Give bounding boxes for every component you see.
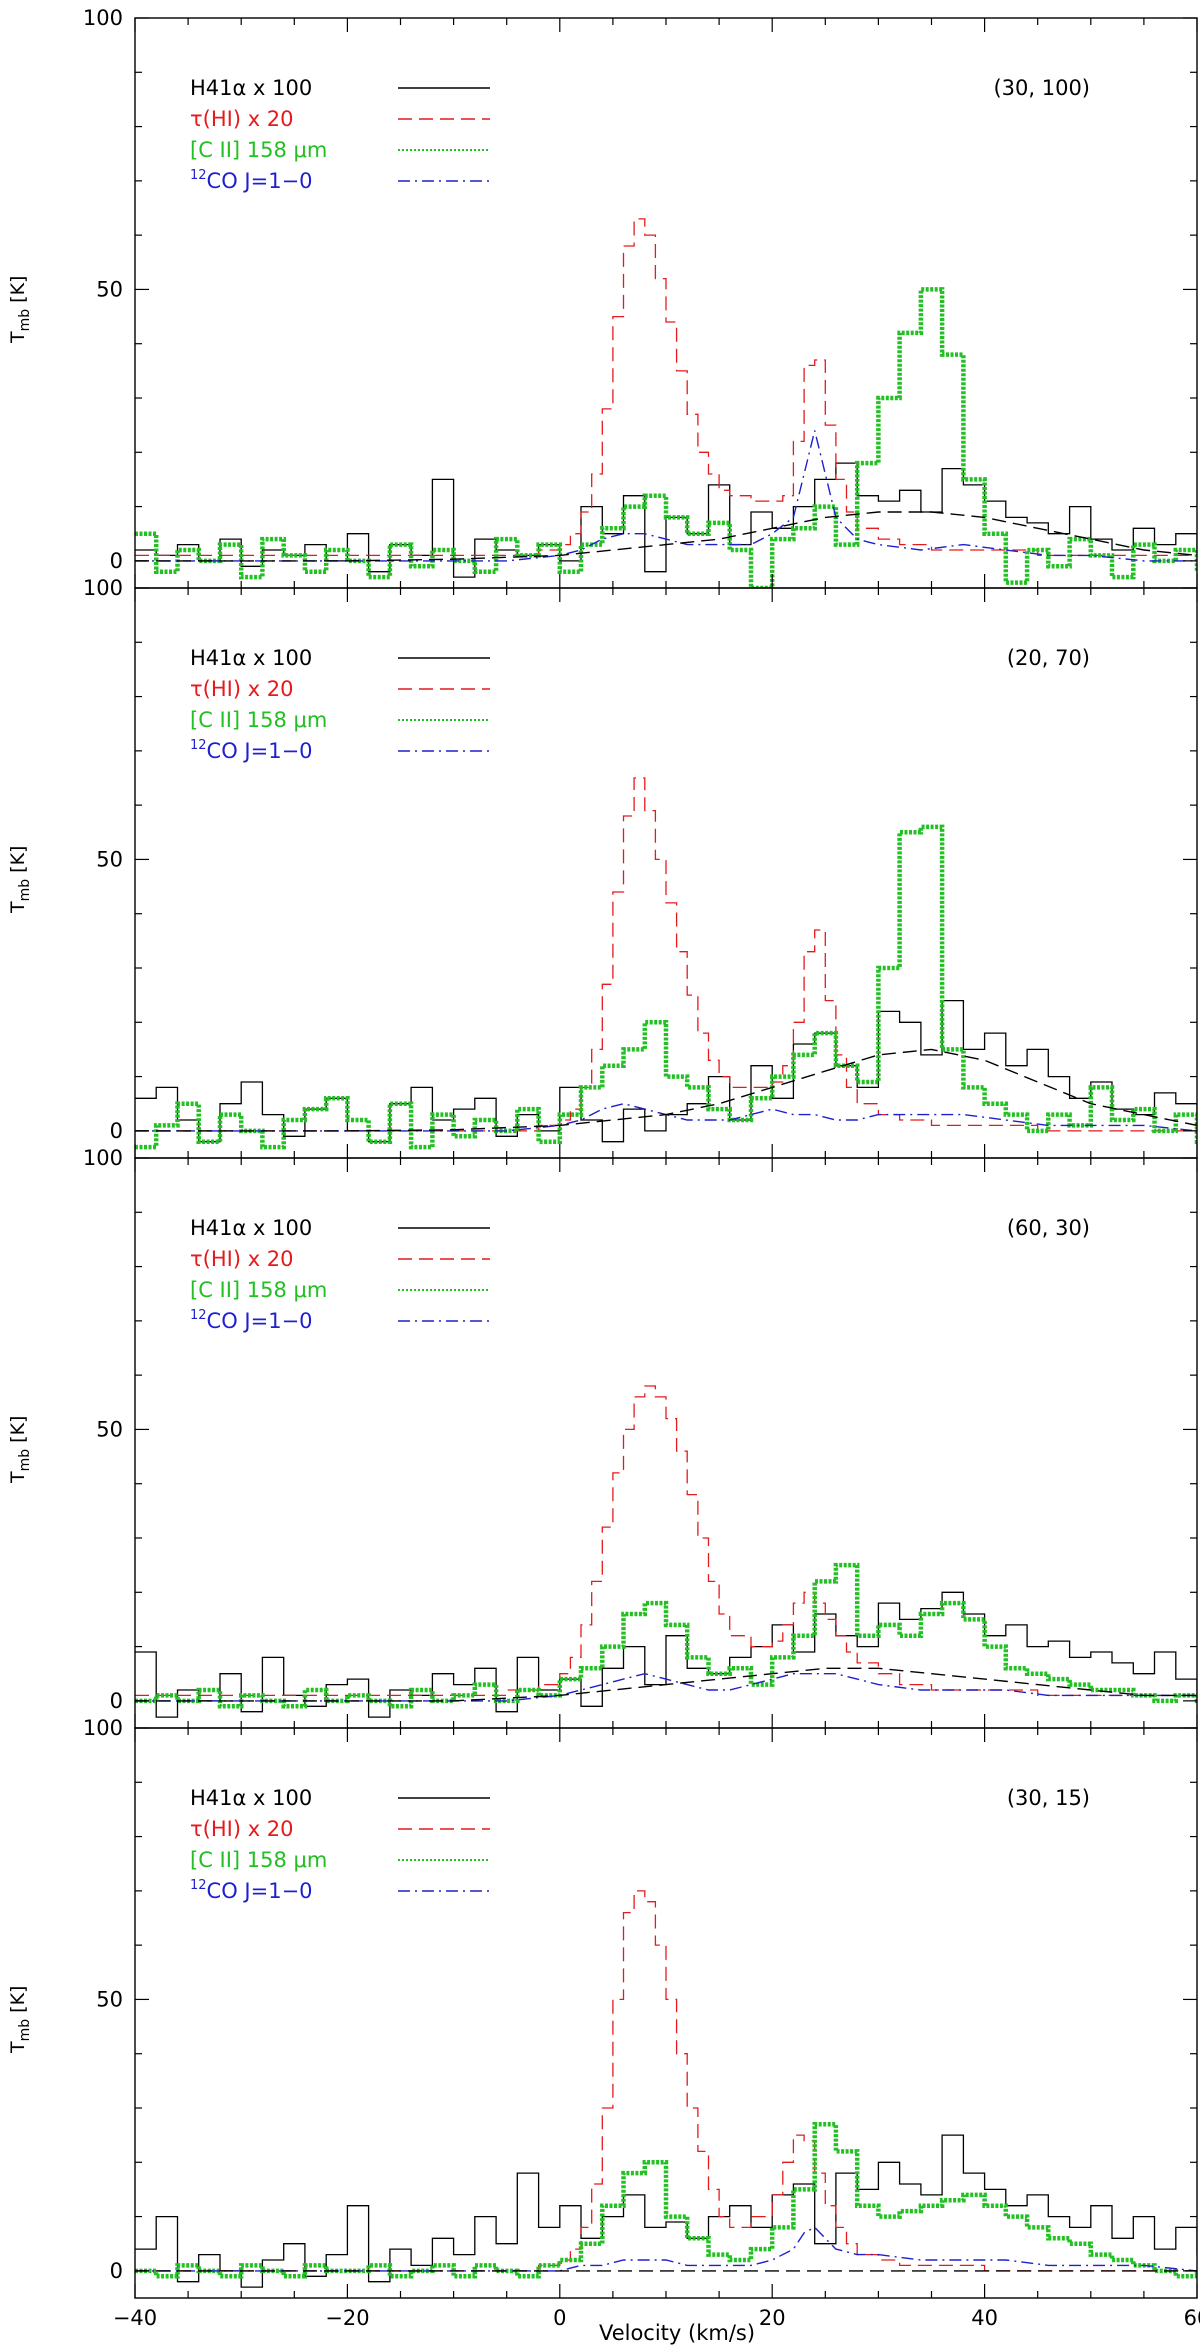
- series-line-2: [135, 777, 1197, 1132]
- y-tick-label: 100: [83, 576, 123, 600]
- series-line-1: [135, 1591, 1197, 1718]
- position-label: (30, 15): [1007, 1786, 1090, 1810]
- position-label: (20, 70): [1007, 646, 1090, 670]
- panels: 0 50 100 Tmb [K] (30, 100) H41α x 100 τ(HI) x …: [7, 6, 1200, 2330]
- x-tick-label: −20: [325, 2306, 369, 2330]
- legend-label: τ(HI) x 20: [190, 107, 294, 131]
- panel-4: 0 50 100 −40 −20 0 20 40 60 Tmb [K] (30, 15) H41α x…: [7, 1716, 1200, 2330]
- y-tick-label: 100: [83, 1716, 123, 1740]
- series-line-3: [135, 2122, 1197, 2279]
- legend-label: 12CO J=1−0: [190, 738, 313, 763]
- series-line-1: [135, 462, 1197, 578]
- legend-label: 12CO J=1−0: [190, 1308, 313, 1333]
- legend-label: [C II] 158 μm: [190, 708, 327, 732]
- y-tick-label: 50: [96, 277, 123, 301]
- legend-label: H41α x 100: [190, 1216, 312, 1240]
- x-tick-label: −40: [113, 2306, 157, 2330]
- series-line-4: [135, 1672, 1197, 1702]
- y-tick-label: 0: [110, 2259, 123, 2283]
- position-label: (60, 30): [1007, 1216, 1090, 1240]
- x-tick-label: 20: [759, 2306, 786, 2330]
- legend-label: 12CO J=1−0: [190, 168, 313, 193]
- legend-label: [C II] 158 μm: [190, 1848, 327, 1872]
- x-axis-label: Velocity (km/s): [599, 2321, 755, 2345]
- panel-series: [135, 1385, 1197, 1718]
- series-line-2: [135, 218, 1197, 557]
- y-axis-label: Tmb [K]: [7, 276, 33, 344]
- position-label: (30, 100): [993, 76, 1090, 100]
- panel-series: [135, 1890, 1197, 2288]
- panel-series: [135, 777, 1197, 1150]
- series-line-2: [135, 1385, 1197, 1697]
- legend-label: H41α x 100: [190, 76, 312, 100]
- x-tick-label: 0: [553, 2306, 566, 2330]
- legend-label: τ(HI) x 20: [190, 1247, 294, 1271]
- series-line-2: [135, 1890, 1197, 2272]
- series-line-1: [135, 2134, 1197, 2288]
- legend-label: [C II] 158 μm: [190, 138, 327, 162]
- y-tick-label: 50: [96, 847, 123, 871]
- panel-2: 0 50 100 Tmb [K] (20, 70) H41α x 100 τ(HI) x 2…: [7, 576, 1198, 1159]
- series-line-5: [135, 1048, 1197, 1132]
- y-axis-label: Tmb [K]: [7, 1416, 33, 1484]
- legend-label: τ(HI) x 20: [190, 1817, 294, 1841]
- series-line-3: [135, 1562, 1197, 1709]
- y-tick-label: 0: [110, 1119, 123, 1143]
- legend-label: 12CO J=1−0: [190, 1878, 313, 1903]
- y-axis-label: Tmb [K]: [7, 846, 33, 914]
- y-tick-label: 0: [110, 549, 123, 573]
- y-tick-label: 50: [96, 1417, 123, 1441]
- series-line-4: [135, 430, 1197, 562]
- panel-1: 0 50 100 Tmb [K] (30, 100) H41α x 100 τ(HI) x …: [7, 6, 1198, 589]
- y-tick-label: 50: [96, 1987, 123, 2011]
- series-line-5: [135, 1667, 1197, 1702]
- y-tick-label: 100: [83, 1146, 123, 1170]
- panel-3: 0 50 100 Tmb [K] (60, 30) H41α x 100 τ(HI) x 2…: [7, 1146, 1198, 1729]
- x-tick-label: 60: [1184, 2306, 1200, 2330]
- y-tick-label: 0: [110, 1689, 123, 1713]
- y-tick-label: 100: [83, 6, 123, 30]
- panel-series: [135, 218, 1197, 588]
- series-line-3: [135, 824, 1197, 1150]
- legend-label: τ(HI) x 20: [190, 677, 294, 701]
- series-line-4: [135, 2226, 1197, 2272]
- x-tick-label: 40: [971, 2306, 998, 2330]
- legend-label: H41α x 100: [190, 1786, 312, 1810]
- series-line-5: [135, 511, 1197, 562]
- legend-label: H41α x 100: [190, 646, 312, 670]
- legend-label: [C II] 158 μm: [190, 1278, 327, 1302]
- y-axis-label: Tmb [K]: [7, 1986, 33, 2054]
